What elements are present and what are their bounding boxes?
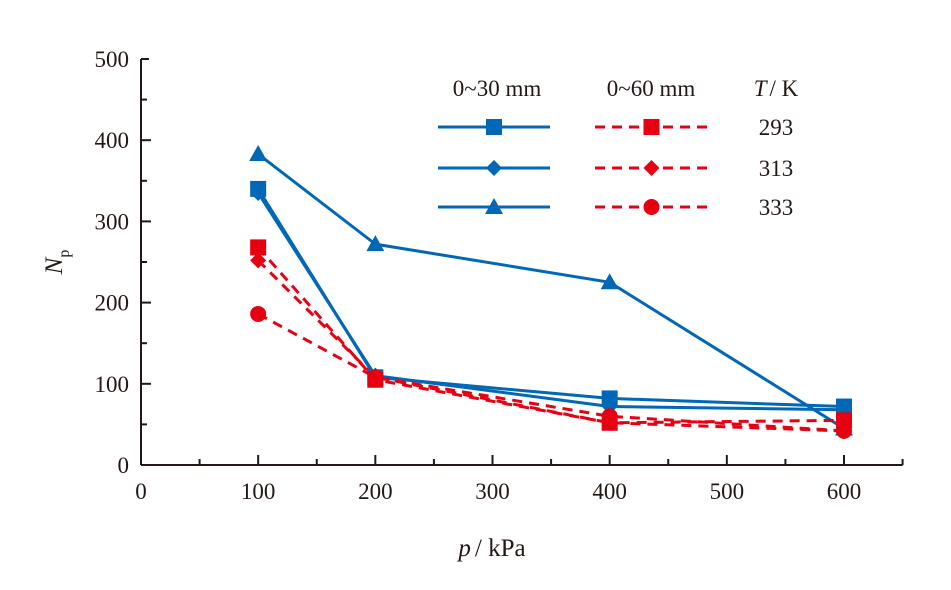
- legend-header-temperature-unit: / K: [770, 76, 799, 101]
- legend-row-label-333: 333: [759, 195, 794, 220]
- series-line-0-60mm-293: [257, 246, 845, 425]
- data-point-square-293: [601, 390, 618, 407]
- y-axis-title-variable: N: [41, 256, 68, 275]
- data-point-circle-333: [601, 408, 618, 425]
- x-tick-label: 100: [241, 479, 276, 504]
- legend-marker-square-293: [486, 119, 502, 135]
- x-tick-label: 500: [710, 479, 745, 504]
- y-tick-label: 200: [95, 291, 130, 316]
- data-point-triangle-333: [249, 145, 268, 162]
- series-layer: [256, 152, 845, 433]
- legend-marker-square-293: [643, 119, 660, 135]
- y-tick-label: 500: [95, 47, 130, 72]
- legend: 0~30 mm 0~60 mm T / K 293 313 333: [438, 76, 799, 220]
- y-tick-label: 0: [118, 453, 130, 478]
- legend-marker-diamond-313: [486, 160, 502, 176]
- data-point-triangle-333: [366, 235, 385, 252]
- y-axis-title-subscript: p: [56, 250, 73, 258]
- x-axis-title-unit: / kPa: [475, 535, 526, 562]
- axes: 0 100 200 300 400 500 600 0 100 200 300 400 500: [95, 47, 904, 504]
- legend-swatches: [438, 119, 708, 215]
- legend-row-label-293: 293: [759, 115, 794, 140]
- legend-header-temperature-variable: T: [754, 76, 769, 101]
- data-point-square-293: [250, 239, 267, 256]
- x-tick-label: 600: [827, 479, 862, 504]
- x-tick-label: 200: [358, 479, 393, 504]
- data-point-diamond-313: [250, 184, 267, 201]
- legend-row-label-313: 313: [759, 156, 794, 181]
- y-tick-label: 400: [95, 128, 130, 153]
- x-tick-label: 400: [592, 479, 627, 504]
- legend-marker-diamond-313: [643, 160, 660, 176]
- legend-header-0-30mm: 0~30 mm: [453, 76, 542, 101]
- data-point-circle-333: [836, 422, 852, 439]
- x-axis-title-variable: p: [456, 535, 471, 562]
- x-tick-label: 300: [475, 479, 510, 504]
- legend-marker-triangle-333: [485, 198, 503, 214]
- data-point-diamond-313: [250, 252, 267, 269]
- series-line-0-30mm-333: [257, 152, 845, 430]
- y-tick-label: 300: [95, 209, 130, 234]
- marker-layer: [249, 145, 853, 439]
- data-point-circle-333: [250, 305, 267, 322]
- legend-header-0-60mm: 0~60 mm: [607, 76, 696, 101]
- x-tick-label: 0: [135, 479, 147, 504]
- x-axis-title: p / kPa: [456, 535, 525, 562]
- y-tick-label: 100: [95, 372, 130, 397]
- y-axis-title: Np: [41, 250, 73, 276]
- series-line-0-30mm-313: [256, 192, 845, 412]
- data-point-circle-333: [367, 369, 384, 386]
- data-point-triangle-333: [600, 273, 619, 290]
- legend-marker-circle-333: [643, 199, 660, 215]
- legend-header-temperature: T / K: [754, 76, 799, 101]
